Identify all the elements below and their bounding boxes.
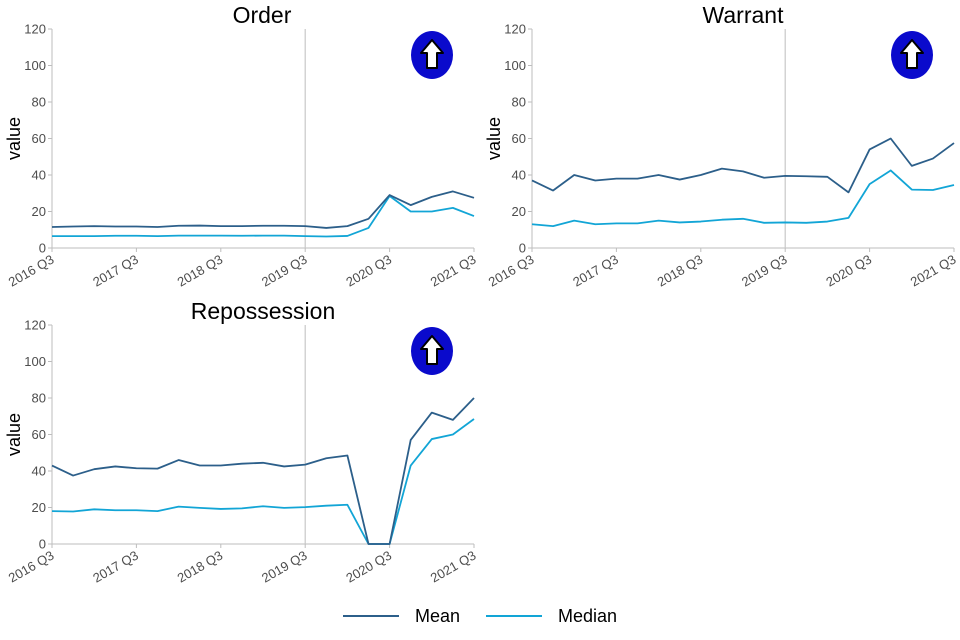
series-line-mean (51, 190, 475, 229)
x-tick-label: 2021 Q3 (908, 252, 959, 290)
legend-label-median: Median (557, 605, 618, 626)
up-arrow-icon-glyph (900, 39, 924, 69)
x-tick-label: 2021 Q3 (428, 252, 479, 290)
x-tick-label: 2020 Q3 (823, 252, 874, 290)
y-tick-label: 60 (32, 427, 46, 442)
y-tick-label: 20 (512, 204, 526, 219)
series-line-mean (531, 137, 955, 194)
x-tick-label: 2016 Q3 (6, 252, 57, 290)
y-tick-label: 120 (24, 22, 46, 37)
y-tick-label: 80 (512, 95, 526, 110)
x-tick-label: 2019 Q3 (259, 548, 310, 586)
x-tick-label: 2017 Q3 (90, 548, 141, 586)
legend-item-mean: Mean (342, 605, 460, 627)
y-tick-label: 120 (24, 318, 46, 333)
x-tick-label: 2018 Q3 (655, 252, 706, 290)
y-tick-label: 80 (32, 391, 46, 406)
y-tick-label: 100 (24, 354, 46, 369)
x-tick-label: 2016 Q3 (6, 548, 57, 586)
chart-title: Warrant (703, 2, 785, 28)
y-tick-label: 120 (504, 22, 526, 37)
x-tick-label: 2018 Q3 (175, 548, 226, 586)
y-tick-label: 0 (519, 241, 526, 256)
y-tick-label: 20 (32, 500, 46, 515)
up-arrow-icon (411, 31, 453, 79)
x-tick-label: 2021 Q3 (428, 548, 479, 586)
series-line-median (52, 195, 475, 238)
series-line-median (51, 418, 475, 545)
up-arrow-icon (411, 327, 453, 375)
series-line-median (531, 169, 955, 228)
panel-warrant: 0 20 40 60 80 100 120 2016 Q3 2017 Q3 2018 Q3 2019… (484, 2, 959, 290)
chart-title: Repossession (191, 298, 335, 324)
legend-item-median: Median (485, 605, 618, 627)
y-axis-label: value (484, 117, 504, 160)
panel-repossession: 0 20 40 60 80 100 120 2016 Q3 2017 Q3 2018 Q3 2019… (4, 298, 479, 586)
x-tick-label: 2016 Q3 (486, 252, 537, 290)
up-arrow-icon (891, 31, 933, 79)
series-line-mean (51, 397, 475, 545)
legend-swatch-median (485, 615, 542, 617)
y-tick-label: 0 (39, 537, 46, 552)
legend-swatch-mean (342, 615, 399, 617)
x-tick-label: 2018 Q3 (175, 252, 226, 290)
legend-label-mean: Mean (414, 605, 460, 626)
up-arrow-icon-glyph (420, 335, 444, 365)
up-arrow-icon-glyph (420, 39, 444, 69)
y-tick-label: 0 (39, 241, 46, 256)
y-tick-label: 100 (24, 58, 46, 73)
x-tick-label: 2019 Q3 (739, 252, 790, 290)
y-tick-label: 40 (32, 168, 46, 183)
chart-title: Order (233, 2, 292, 28)
x-tick-label: 2017 Q3 (90, 252, 141, 290)
y-axis-label: value (4, 413, 24, 456)
y-axis-label: value (4, 117, 24, 160)
panel-order: 0 20 40 60 80 100 120 2016 Q3 2017 Q3 2018 Q3 2019… (4, 2, 479, 290)
x-tick-label: 2019 Q3 (259, 252, 310, 290)
x-tick-label: 2020 Q3 (343, 252, 394, 290)
y-tick-label: 40 (512, 168, 526, 183)
y-tick-label: 100 (504, 58, 526, 73)
y-tick-label: 80 (32, 95, 46, 110)
x-tick-label: 2017 Q3 (570, 252, 621, 290)
y-tick-label: 60 (32, 131, 46, 146)
y-tick-label: 60 (512, 131, 526, 146)
y-tick-label: 40 (32, 464, 46, 479)
legend: Mean Median (0, 598, 960, 634)
y-tick-label: 20 (32, 204, 46, 219)
x-tick-label: 2020 Q3 (343, 548, 394, 586)
